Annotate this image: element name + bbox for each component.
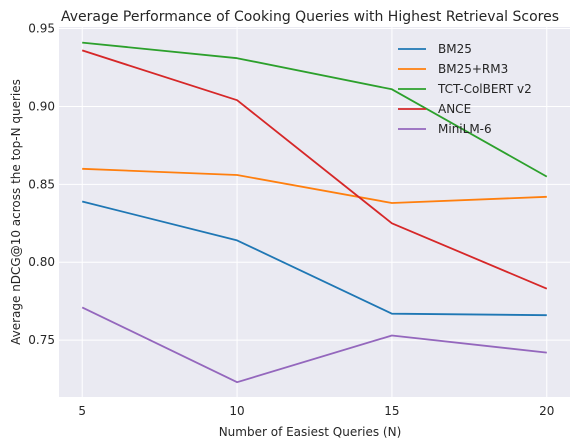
y-tick-label: 0.90	[28, 99, 55, 113]
x-tick-labels: 5 10 15 20	[78, 404, 554, 418]
y-tick-labels: 0.75 0.80 0.85 0.90 0.95	[28, 22, 55, 348]
legend-label: TCT-ColBERT v2	[437, 82, 532, 96]
series-line-bm25	[81, 200, 547, 317]
legend-label: BM25	[438, 42, 472, 56]
x-tick-label: 15	[384, 404, 399, 418]
x-tick-label: 10	[229, 404, 244, 418]
chart-title: Average Performance of Cooking Queries w…	[61, 9, 559, 25]
y-tick-label: 0.75	[28, 333, 55, 347]
series-line-minilm-6	[81, 306, 547, 384]
x-axis-label: Number of Easiest Queries (N)	[219, 425, 402, 439]
legend-label: BM25+RM3	[438, 62, 508, 76]
y-tick-label: 0.95	[28, 22, 55, 36]
series-line-bm25-rm3	[82, 167, 547, 204]
series-line-ance	[81, 49, 548, 290]
legend-label: ANCE	[438, 102, 471, 116]
y-axis-label: Average nDCG@10 across the top-N queries	[9, 79, 23, 345]
series-lines	[81, 41, 548, 384]
y-tick-label: 0.80	[28, 255, 55, 269]
x-tick-label: 5	[78, 404, 86, 418]
legend-label: MiniLM-6	[438, 122, 492, 136]
series-line-tct-colbert-v2	[82, 41, 548, 178]
x-tick-label: 20	[539, 404, 554, 418]
plot-background	[59, 27, 570, 397]
y-tick-label: 0.85	[28, 177, 55, 191]
legend: BM25 BM25+RM3 TCT-ColBERT v2 ANCE MiniLM-6	[398, 42, 532, 136]
